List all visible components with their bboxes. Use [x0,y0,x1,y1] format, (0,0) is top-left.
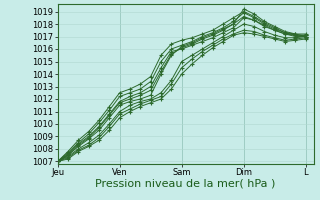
X-axis label: Pression niveau de la mer( hPa ): Pression niveau de la mer( hPa ) [95,179,276,189]
